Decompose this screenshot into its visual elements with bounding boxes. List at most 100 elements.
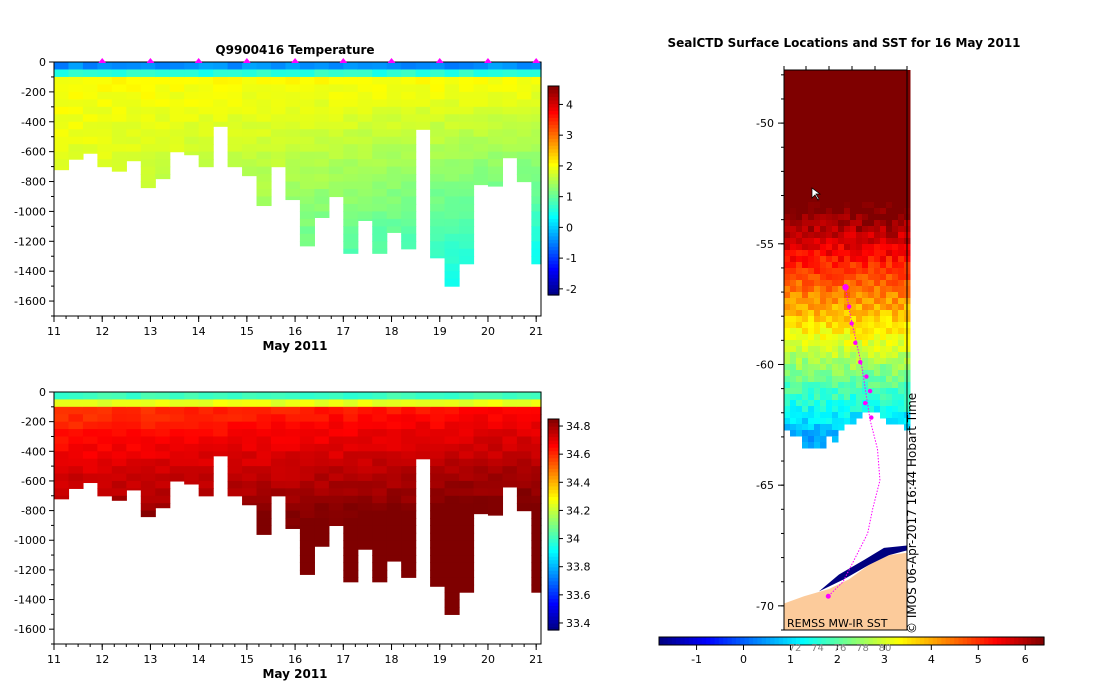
colorbar-segment xyxy=(962,637,968,645)
profile-cell xyxy=(111,136,127,145)
profile-cell xyxy=(184,129,200,138)
sst-cell xyxy=(832,400,839,407)
profile-cell xyxy=(299,414,315,423)
sst-cell xyxy=(790,262,797,269)
profile-cell xyxy=(531,555,542,564)
sst-cell xyxy=(784,382,791,389)
sst-cell xyxy=(898,286,905,293)
colorbar-tick-label: 33.4 xyxy=(566,617,591,630)
sst-cell xyxy=(820,256,827,263)
sst-cell xyxy=(802,262,809,269)
sst-cell xyxy=(886,334,893,341)
profile-cell xyxy=(155,414,171,423)
colorbar-segment xyxy=(548,429,559,434)
sst-cell xyxy=(898,166,905,173)
profile-cell xyxy=(430,248,446,257)
profile-cell xyxy=(270,451,287,460)
profile-cell xyxy=(198,129,214,138)
profile-cell xyxy=(430,136,446,145)
profile-cell xyxy=(386,151,402,160)
colorbar-segment xyxy=(834,637,840,645)
profile-cell xyxy=(401,136,417,145)
sst-cell xyxy=(796,304,803,311)
profile-cell xyxy=(285,480,301,489)
colorbar-segment xyxy=(548,152,559,157)
profile-cell xyxy=(386,421,402,430)
profile-cell xyxy=(401,211,417,220)
sst-cell xyxy=(808,316,815,323)
profile-cell xyxy=(444,218,460,227)
colorbar-segment xyxy=(676,637,681,645)
sst-cell xyxy=(886,94,893,101)
profile-cell xyxy=(299,196,315,205)
profile-cell xyxy=(459,114,475,123)
profile-cell xyxy=(213,451,229,457)
sst-cell xyxy=(880,214,887,221)
profile-cell xyxy=(198,488,214,497)
sst-cell xyxy=(838,286,845,293)
sst-cell xyxy=(886,172,893,179)
sst-cell xyxy=(784,322,791,329)
colorbar-segment xyxy=(548,492,559,497)
sst-cell xyxy=(784,280,791,287)
sst-cell xyxy=(790,100,797,107)
sst-cell xyxy=(874,178,881,185)
sst-cell xyxy=(874,118,881,125)
sst-cell xyxy=(790,232,797,239)
profile-cell xyxy=(82,421,98,430)
profile-cell xyxy=(314,99,330,108)
profile-cell xyxy=(184,480,200,485)
profile-cell xyxy=(357,159,373,168)
profile-cell xyxy=(140,473,156,482)
profile-cell xyxy=(487,466,504,475)
sst-cell xyxy=(802,442,809,449)
sst-cell xyxy=(838,202,845,209)
sst-cell xyxy=(814,76,821,83)
sst-cell xyxy=(802,406,809,413)
profile-cell xyxy=(169,436,185,445)
profile-cell xyxy=(126,114,142,123)
sst-cell xyxy=(796,190,803,197)
profile-cell xyxy=(473,62,489,71)
sst-cell xyxy=(838,388,845,395)
profile-cell xyxy=(473,76,489,86)
profile-cell xyxy=(198,114,214,123)
sst-cell xyxy=(868,268,875,275)
sst-cell xyxy=(850,394,857,401)
sst-cell xyxy=(790,406,797,413)
profile-cell xyxy=(401,233,417,242)
sst-cell xyxy=(862,112,869,119)
profile-cell xyxy=(97,76,113,86)
profile-cell xyxy=(97,121,113,130)
sst-cell xyxy=(802,214,809,221)
sst-cell xyxy=(898,274,905,281)
sst-cell xyxy=(880,406,887,413)
profile-cell xyxy=(242,121,258,130)
surface-marker xyxy=(532,58,541,63)
profile-cell xyxy=(343,451,359,460)
profile-cell xyxy=(213,84,229,93)
sst-cell xyxy=(886,244,893,251)
sst-cell xyxy=(886,412,893,419)
sst-cell xyxy=(802,100,809,107)
profile-cell xyxy=(459,466,475,475)
sst-cell xyxy=(814,424,821,431)
profile-cell xyxy=(299,421,315,430)
colorbar-segment xyxy=(1009,637,1015,645)
sst-cell xyxy=(892,274,899,281)
profile-cell xyxy=(198,443,214,452)
sst-cell xyxy=(898,268,905,275)
sst-cell xyxy=(796,286,803,293)
profile-cell xyxy=(430,414,446,423)
sst-cell xyxy=(826,202,833,209)
profile-cell xyxy=(415,91,431,100)
sst-cell xyxy=(820,70,827,77)
sst-cell xyxy=(862,100,869,107)
sst-cell xyxy=(826,424,833,431)
profile-cell xyxy=(68,429,84,438)
profile-cell xyxy=(357,91,373,100)
profile-cell xyxy=(68,114,84,123)
profile-cell xyxy=(415,99,431,108)
profile-cell xyxy=(184,99,200,108)
profile-cell xyxy=(299,488,315,497)
